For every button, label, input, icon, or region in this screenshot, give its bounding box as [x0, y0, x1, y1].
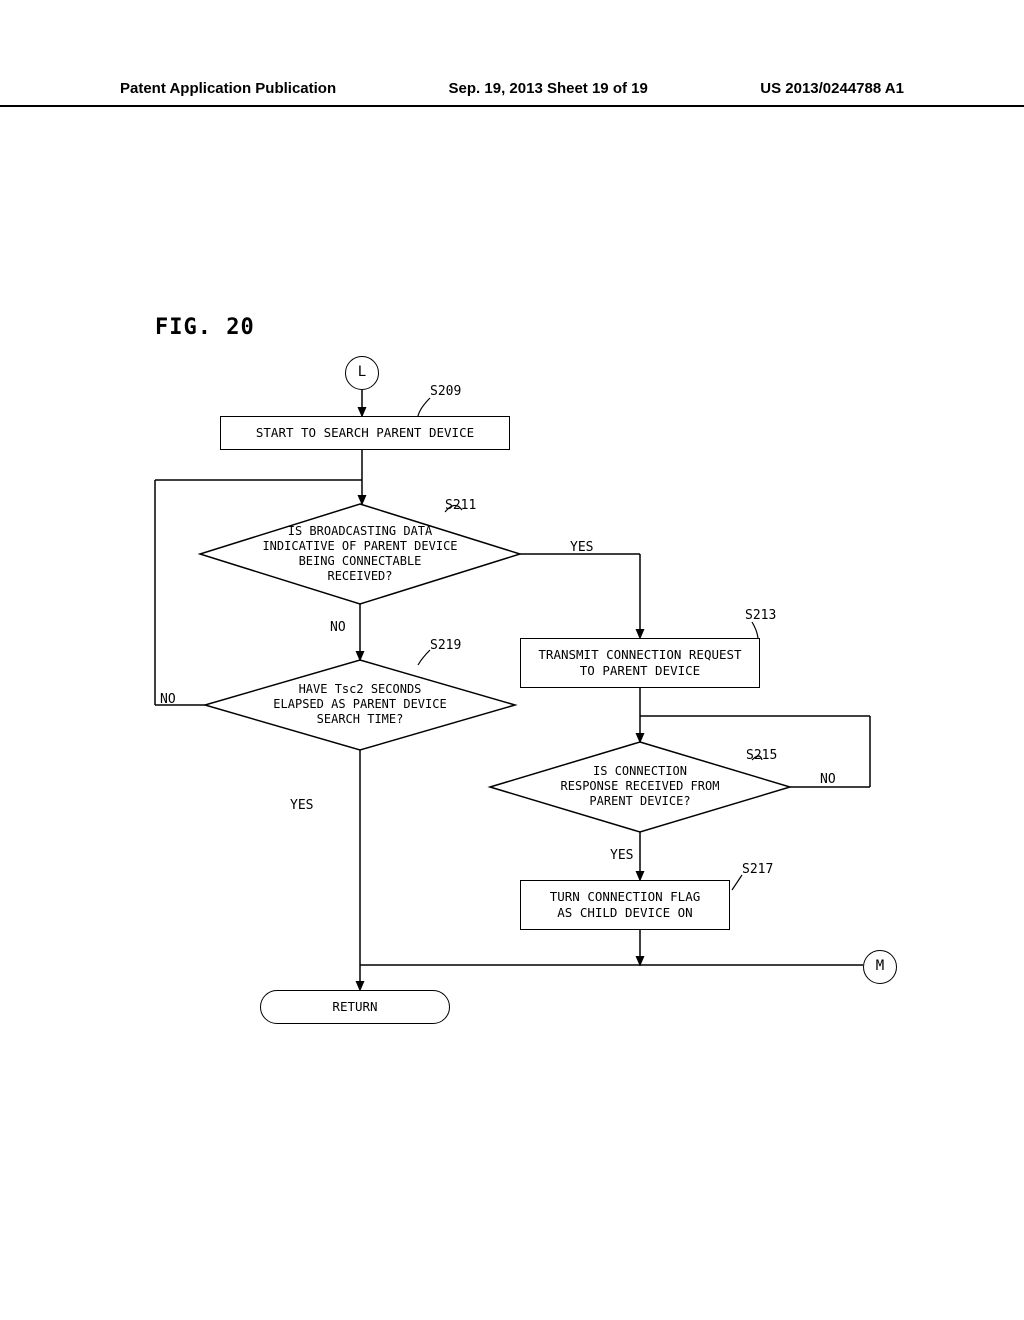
connector-end: M [863, 950, 897, 984]
step-s209-box: START TO SEARCH PARENT DEVICE [220, 416, 510, 450]
flowchart-svg [0, 0, 1024, 1320]
step-s217-id: S217 [742, 862, 773, 877]
branch-s219-no: NO [160, 692, 176, 707]
terminal-return: RETURN [260, 990, 450, 1024]
step-s211-id: S211 [445, 498, 476, 513]
branch-s211-yes: YES [570, 540, 593, 555]
step-s211-text: IS BROADCASTING DATA INDICATIVE OF PAREN… [240, 524, 480, 584]
page: Patent Application Publication Sep. 19, … [0, 0, 1024, 1320]
step-s219-id: S219 [430, 638, 461, 653]
step-s213-box: TRANSMIT CONNECTION REQUEST TO PARENT DE… [520, 638, 760, 688]
step-s213-id: S213 [745, 608, 776, 623]
step-s209-id: S209 [430, 384, 461, 399]
step-s219-text: HAVE Tsc2 SECONDS ELAPSED AS PARENT DEVI… [245, 682, 475, 727]
step-s217-box: TURN CONNECTION FLAG AS CHILD DEVICE ON [520, 880, 730, 930]
branch-s215-yes: YES [610, 848, 633, 863]
connector-start: L [345, 356, 379, 390]
branch-s215-no: NO [820, 772, 836, 787]
step-s215-id: S215 [746, 748, 777, 763]
step-s215-text: IS CONNECTION RESPONSE RECEIVED FROM PAR… [540, 764, 740, 809]
branch-s219-yes: YES [290, 798, 313, 813]
branch-s211-no: NO [330, 620, 346, 635]
